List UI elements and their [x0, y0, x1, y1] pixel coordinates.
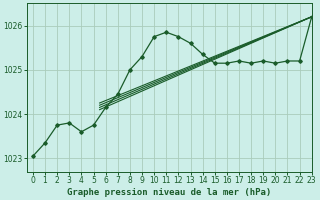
X-axis label: Graphe pression niveau de la mer (hPa): Graphe pression niveau de la mer (hPa): [67, 188, 271, 197]
